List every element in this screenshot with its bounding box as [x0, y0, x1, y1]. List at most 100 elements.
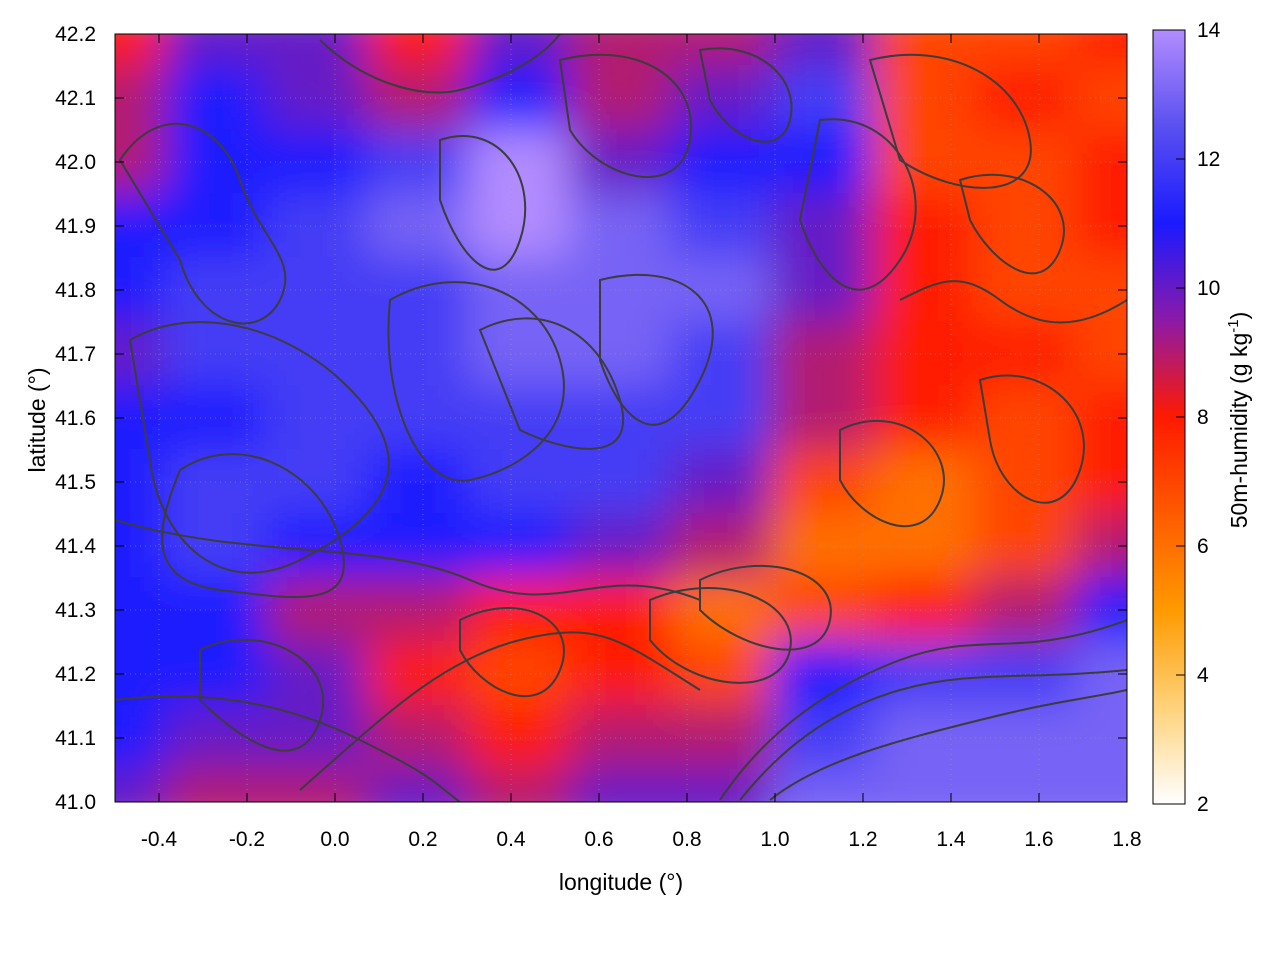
humidity-cell [367, 321, 471, 387]
colorbar-tick-label: 14 [1197, 19, 1221, 42]
contour-line [649, 587, 792, 684]
humidity-cell [771, 129, 875, 195]
humidity-cell [367, 65, 471, 131]
humidity-cell [771, 513, 875, 579]
contour-line [115, 519, 701, 601]
humidity-cell [367, 385, 471, 451]
colorbar-tick-label: 10 [1197, 277, 1220, 300]
humidity-cell [771, 34, 875, 67]
humidity-cell [670, 129, 774, 195]
humidity-cell [115, 34, 167, 67]
y-tick-label: 42.1 [55, 87, 96, 110]
x-tick-label: 1.2 [848, 828, 877, 851]
humidity-cell [670, 449, 774, 515]
humidity-cell [873, 769, 977, 802]
x-tick-label: 1.6 [1024, 828, 1053, 851]
humidity-cell [670, 641, 774, 707]
contour-line [558, 53, 693, 178]
colorbar-ticks: 2 4 6 8 10 12 14 [1176, 19, 1221, 816]
y-tick-label: 42.2 [55, 23, 96, 46]
contour-line [439, 135, 527, 271]
plot-area [115, 34, 1127, 802]
humidity-cell [771, 65, 875, 131]
x-tick-label: 0.6 [584, 828, 613, 851]
contour-line [739, 669, 1127, 801]
humidity-cell [367, 705, 471, 771]
humidity-cell [670, 193, 774, 259]
humidity-cell [265, 257, 369, 323]
y-axis-ticks: 41.0 41.1 41.2 41.3 41.4 41.5 41.6 41.7 41.8 41.9… [55, 23, 1127, 814]
humidity-cell [265, 577, 369, 643]
contour-line [698, 47, 793, 143]
contour-line [115, 695, 461, 802]
y-tick-label: 41.4 [55, 535, 96, 558]
x-tick-label: 0.8 [672, 828, 701, 851]
humidity-cell [1075, 769, 1127, 802]
colorbar-tick-label: 6 [1197, 535, 1209, 558]
humidity-cell [265, 193, 369, 259]
humidity-cell [265, 321, 369, 387]
humidity-cell [670, 321, 774, 387]
humidity-cell [771, 321, 875, 387]
x-tick-label: -0.2 [229, 828, 265, 851]
contour-line [978, 374, 1085, 504]
colorbar-tick-label: 2 [1197, 793, 1209, 816]
y-tick-label: 41.9 [55, 215, 96, 238]
humidity-cell [670, 65, 774, 131]
x-axis-ticks: -0.4 -0.2 0.0 0.2 0.4 0.6 0.8 1.0 1.2 1.4 1.6 1.8 [141, 34, 1142, 851]
contour-line [599, 273, 714, 426]
humidity-cell [670, 257, 774, 323]
y-tick-label: 41.1 [55, 727, 96, 750]
humidity-cell [164, 769, 268, 802]
colorbar-tick-label: 12 [1197, 148, 1220, 171]
y-tick-label: 41.3 [55, 599, 96, 622]
colorbar-tick-label: 4 [1197, 664, 1209, 687]
contour-line [899, 280, 1127, 324]
contour-line [199, 638, 324, 752]
humidity-cell [367, 449, 471, 515]
contour-line [958, 173, 1065, 275]
colorbar-label-superscript: -1 [1225, 319, 1242, 332]
humidity-cell [164, 34, 268, 67]
y-tick-label: 42.0 [55, 151, 96, 174]
x-tick-label: 0.2 [408, 828, 437, 851]
contour-line [699, 564, 832, 651]
y-tick-label: 41.0 [55, 791, 96, 814]
humidity-cell [974, 34, 1078, 67]
contour-line [719, 619, 1127, 801]
contour-line [769, 689, 1127, 801]
y-tick-label: 41.2 [55, 663, 96, 686]
humidity-cell [974, 769, 1078, 802]
colorbar-tick-label: 8 [1197, 406, 1209, 429]
terrain-contours [115, 34, 1127, 802]
humidity-cell [115, 769, 167, 802]
humidity-cell [367, 257, 471, 323]
x-tick-label: 1.8 [1112, 828, 1141, 851]
x-tick-label: 0.4 [496, 828, 526, 851]
humidity-cell [367, 577, 471, 643]
humidity-cell [265, 449, 369, 515]
humidity-cell [771, 641, 875, 707]
contour-line [319, 34, 561, 94]
contour-line [478, 317, 624, 450]
humidity-cell [265, 385, 369, 451]
contour-line [839, 419, 945, 528]
humidity-cell [265, 34, 369, 67]
humidity-cell [265, 65, 369, 131]
humidity-cell [1075, 34, 1127, 67]
humidity-cell [367, 193, 471, 259]
contour-line [868, 53, 1032, 189]
humidity-cell [670, 513, 774, 579]
humidity-cell [367, 513, 471, 579]
contour-line [299, 631, 701, 791]
humidity-cell [569, 34, 673, 67]
contour-line [387, 281, 565, 482]
contour-line [128, 321, 390, 574]
humidity-cell [265, 513, 369, 579]
humidity-cell [670, 385, 774, 451]
humidity-cell [265, 129, 369, 195]
y-tick-label: 41.8 [55, 279, 96, 302]
humidity-cell [771, 193, 875, 259]
y-tick-label: 41.6 [55, 407, 96, 430]
humidity-cell [873, 34, 977, 67]
